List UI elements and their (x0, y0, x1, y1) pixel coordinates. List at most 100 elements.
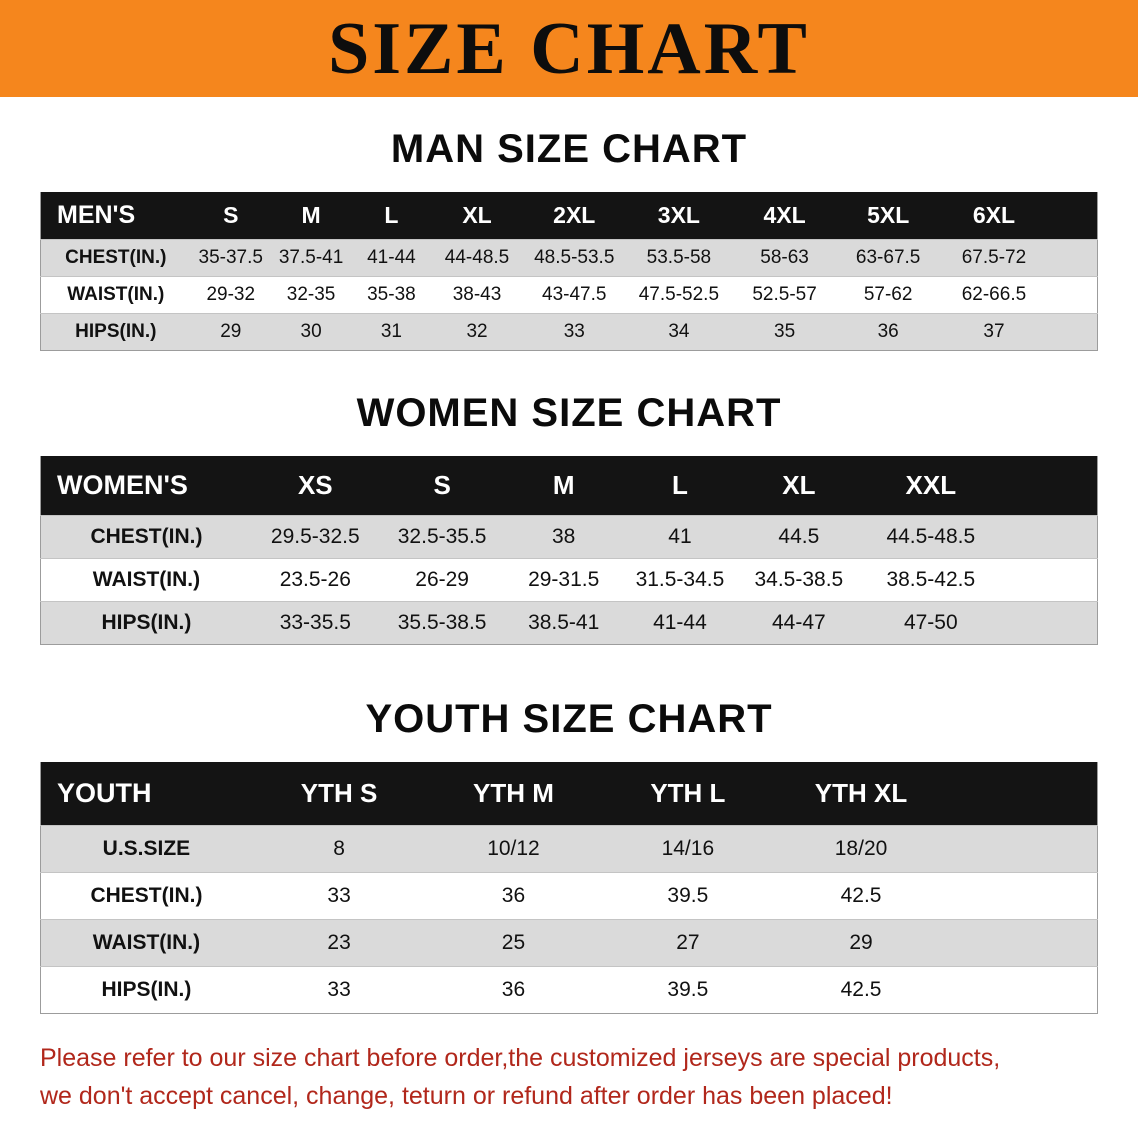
size-value-cell: 35 (774, 321, 796, 342)
size-column-header: 6XL (938, 192, 1098, 240)
size-value-cell: 53.5-58 (646, 247, 712, 268)
size-value-cell: 38.5-42.5 (886, 568, 976, 591)
size-value-cell: 26-29 (415, 568, 469, 591)
size-value-cell: 41-44 (653, 611, 707, 634)
size-column-header: YTH XL (775, 762, 1098, 826)
charts-container: MAN SIZE CHART MEN'S S M L XL 2XL 3XL 4XL 5XL 6XL… (0, 127, 1138, 1014)
row-label: CHEST(IN.) (90, 884, 203, 907)
size-column-header: XL (431, 192, 523, 240)
men-size-chart-heading: MAN SIZE CHART (390, 127, 748, 171)
size-column-header: L (351, 192, 432, 240)
size-column-header: YTH M (426, 762, 601, 826)
size-column-header: M (505, 456, 622, 516)
size-value-cell: 34.5-38.5 (754, 568, 844, 591)
policy-note-line-1: Please refer to our size chart before or… (40, 1044, 1001, 1072)
table-row: CHEST(IN.) 35-37.5 37.5-41 41-44 44-48.5 48.5… (40, 239, 1098, 277)
size-column-header: L (621, 456, 739, 516)
size-value-cell: 29 (220, 321, 242, 342)
size-value-cell: 32.5-35.5 (397, 525, 487, 548)
size-value-cell: 44-48.5 (444, 247, 510, 268)
header-row: YOUTH YTH S YTH M YTH L YTH XL (40, 762, 1098, 826)
size-column-header: S (378, 456, 506, 516)
youth-size-chart-heading: YOUTH SIZE CHART (365, 697, 773, 741)
row-label: WAIST(IN.) (92, 568, 201, 591)
size-column-header: XXL (859, 456, 1098, 516)
size-value-cell: 31 (380, 321, 402, 342)
size-value-cell: 37 (983, 321, 1005, 342)
size-value-cell: 10/12 (487, 837, 540, 860)
size-value-cell: 37.5-41 (278, 247, 344, 268)
size-value-cell: 23.5-26 (279, 568, 351, 591)
row-label: HIPS(IN.) (75, 321, 157, 342)
row-label: HIPS(IN.) (101, 978, 192, 1001)
table-row: U.S.SIZE 8 10/12 14/16 18/20 (40, 825, 1098, 873)
size-value-cell: 29-31.5 (528, 568, 600, 591)
size-column-header: YTH S (251, 762, 427, 826)
size-value-cell: 39.5 (667, 978, 709, 1001)
size-value-cell: 18/20 (834, 837, 888, 860)
size-value-cell: 30 (300, 321, 322, 342)
order-policy-note: Please refer to our size chart before or… (0, 1040, 1138, 1115)
size-value-cell: 34 (668, 321, 690, 342)
youth-size-table: YOUTH YTH S YTH M YTH L YTH XL U.S.SIZE 8 10/12… (40, 762, 1098, 1014)
size-value-cell: 67.5-72 (961, 247, 1027, 268)
size-column-header: 2XL (522, 192, 627, 240)
size-value-cell: 38-43 (452, 284, 502, 305)
size-value-cell: 32 (466, 321, 488, 342)
size-value-cell: 42.5 (840, 884, 882, 907)
size-column-header: XS (251, 456, 379, 516)
banner-title: SIZE CHART (328, 7, 810, 90)
size-column-header: 5XL (837, 192, 939, 240)
size-value-cell: 8 (333, 837, 345, 860)
size-value-cell: 35-38 (367, 284, 416, 305)
size-value-cell: 63-67.5 (855, 247, 921, 268)
size-value-cell: 41 (668, 525, 692, 548)
size-value-cell: 23 (327, 931, 351, 954)
size-value-cell: 14/16 (661, 837, 715, 860)
size-value-cell: 48.5-53.5 (534, 247, 615, 268)
size-column-header: XL (738, 456, 860, 516)
row-label: WAIST(IN.) (67, 284, 165, 305)
size-column-header: 4XL (731, 192, 838, 240)
size-value-cell: 52.5-57 (752, 284, 817, 305)
table-row: HIPS(IN.) 29 30 31 32 33 34 35 36 37 (40, 313, 1098, 351)
size-value-cell: 41-44 (367, 247, 416, 268)
size-value-cell: 33 (327, 978, 351, 1001)
size-value-cell: 31.5-34.5 (635, 568, 725, 591)
size-value-cell: 58-63 (760, 247, 809, 268)
table-title-cell: WOMEN'S (40, 456, 252, 516)
table-row: WAIST(IN.) 23.5-26 26-29 29-31.5 31.5-34.5 34… (40, 558, 1098, 602)
size-value-cell: 32-35 (286, 284, 336, 305)
table-title-cell: MEN'S (40, 192, 191, 240)
size-value-cell: 33-35.5 (279, 611, 351, 634)
women-size-table: WOMEN'S XS S M L XL XXL CHEST(IN.) 29.5-32.5 32.5… (40, 456, 1098, 645)
row-label: HIPS(IN.) (101, 611, 192, 634)
size-value-cell: 38.5-41 (528, 611, 600, 634)
table-row: WAIST(IN.) 23 25 27 29 (40, 919, 1098, 967)
row-label: WAIST(IN.) (92, 931, 201, 954)
size-column-header: 3XL (626, 192, 732, 240)
row-label: U.S.SIZE (102, 837, 191, 860)
table-row: CHEST(IN.) 33 36 39.5 42.5 (40, 872, 1098, 920)
table-title-cell: YOUTH (40, 762, 252, 826)
size-value-cell: 36 (501, 884, 526, 907)
table-row: WAIST(IN.) 29-32 32-35 35-38 38-43 43-47.5 47.… (40, 276, 1098, 314)
size-value-cell: 29.5-32.5 (270, 525, 360, 548)
size-value-cell: 33 (563, 321, 585, 342)
size-value-cell: 25 (501, 931, 526, 954)
size-value-cell: 44-47 (771, 611, 826, 634)
policy-note-line-2: we don't accept cancel, change, teturn o… (40, 1081, 893, 1110)
size-value-cell: 42.5 (840, 978, 882, 1001)
row-label: CHEST(IN.) (65, 247, 167, 268)
size-value-cell: 33 (327, 884, 351, 907)
size-value-cell: 35-37.5 (198, 247, 263, 268)
men-size-table: MEN'S S M L XL 2XL 3XL 4XL 5XL 6XL CHEST(IN.) 35-37… (40, 192, 1098, 351)
women-size-chart-heading: WOMEN SIZE CHART (356, 391, 782, 435)
size-value-cell: 29-32 (206, 284, 256, 305)
size-value-cell: 44.5 (778, 525, 820, 548)
size-value-cell: 47.5-52.5 (638, 284, 720, 305)
size-chart-banner: SIZE CHART (0, 0, 1138, 97)
size-value-cell: 27 (676, 931, 700, 954)
table-row: HIPS(IN.) 33-35.5 35.5-38.5 38.5-41 41-44 44-… (40, 601, 1098, 645)
size-column-header: M (270, 192, 352, 240)
